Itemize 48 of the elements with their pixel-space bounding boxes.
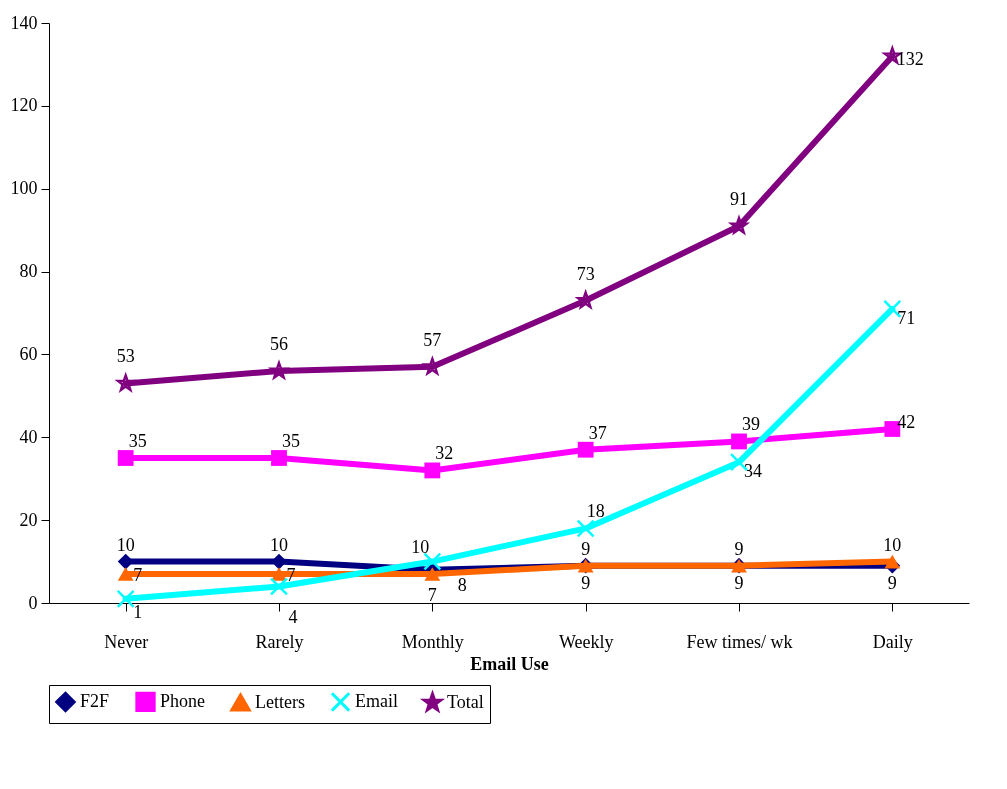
data-label: 7 xyxy=(427,585,437,605)
data-label: 9 xyxy=(734,572,744,593)
x-tick-label: Weekly xyxy=(558,631,614,652)
y-tick-label: 60 xyxy=(19,343,38,364)
data-label: 32 xyxy=(435,443,454,464)
data-label: 37 xyxy=(588,422,607,443)
data-label: 53 xyxy=(116,346,135,367)
x-tick-label: Monthly xyxy=(401,631,464,652)
x-tick-label: Never xyxy=(104,631,149,652)
data-label: 91 xyxy=(730,189,748,209)
x-tick-label: Daily xyxy=(872,631,913,652)
data-label: 56 xyxy=(270,334,288,354)
data-label: 10 xyxy=(116,534,135,555)
data-label: 42 xyxy=(897,412,916,432)
data-label: 18 xyxy=(586,501,605,522)
x-axis-title: Email Use xyxy=(470,653,549,674)
data-label: 71 xyxy=(897,307,916,328)
data-label: 10 xyxy=(411,536,430,557)
y-tick-label: 40 xyxy=(19,426,38,447)
data-label: 9 xyxy=(734,538,744,559)
data-label: 39 xyxy=(742,414,760,435)
data-label: 9 xyxy=(581,538,591,559)
legend-label: Total xyxy=(447,691,484,712)
y-tick-label: 120 xyxy=(10,95,38,116)
data-label: 132 xyxy=(896,49,924,70)
y-tick-label: 80 xyxy=(19,261,38,282)
legend-label: Phone xyxy=(160,690,206,711)
legend-label: F2F xyxy=(80,690,110,711)
data-label: 34 xyxy=(744,461,762,482)
data-label: 9 xyxy=(581,572,591,593)
data-label: 73 xyxy=(576,263,595,284)
data-label: 57 xyxy=(423,329,442,350)
y-tick-label: 20 xyxy=(19,509,38,530)
data-label: 9 xyxy=(887,572,897,593)
data-label: 10 xyxy=(883,534,902,555)
x-tick-label: Rarely xyxy=(255,631,304,652)
y-tick-label: 140 xyxy=(10,12,38,33)
data-label: 10 xyxy=(270,534,288,555)
y-tick-label: 100 xyxy=(10,178,38,199)
data-label: 35 xyxy=(128,431,147,451)
data-label: 4 xyxy=(288,607,298,628)
legend-label: Email xyxy=(355,690,398,711)
x-tick-label: Few times/ wk xyxy=(686,631,793,652)
data-label: 8 xyxy=(457,574,467,595)
data-label: 1 xyxy=(133,601,143,622)
legend-label: Letters xyxy=(255,691,305,712)
data-label: 35 xyxy=(282,431,300,451)
y-tick-label: 0 xyxy=(28,592,38,613)
